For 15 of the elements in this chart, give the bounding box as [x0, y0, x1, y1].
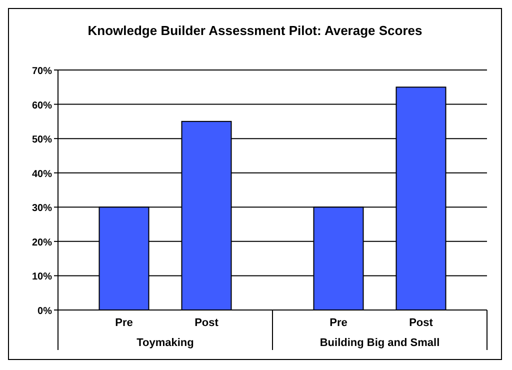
x-tick-label: Building Big and Small: [320, 337, 440, 349]
y-tick-label: 60%: [32, 100, 52, 112]
y-tick-label: 40%: [32, 168, 52, 180]
chart-title: Knowledge Builder Assessment Pilot: Average Scores: [88, 23, 422, 38]
text: Post: [409, 317, 433, 329]
y-tick-label: 70%: [32, 66, 52, 77]
y-tick-label: 50%: [32, 134, 52, 146]
x-tick-label: Toymaking: [136, 337, 194, 349]
y-tick-label: 30%: [32, 203, 52, 214]
y-tick-label: 20%: [32, 237, 52, 248]
series-label: Pre: [115, 317, 133, 329]
y-tick-label: 0%: [38, 306, 52, 317]
text: Pre: [330, 317, 348, 329]
series-label: Post: [194, 317, 219, 329]
y-tick-label: 10%: [32, 272, 52, 283]
